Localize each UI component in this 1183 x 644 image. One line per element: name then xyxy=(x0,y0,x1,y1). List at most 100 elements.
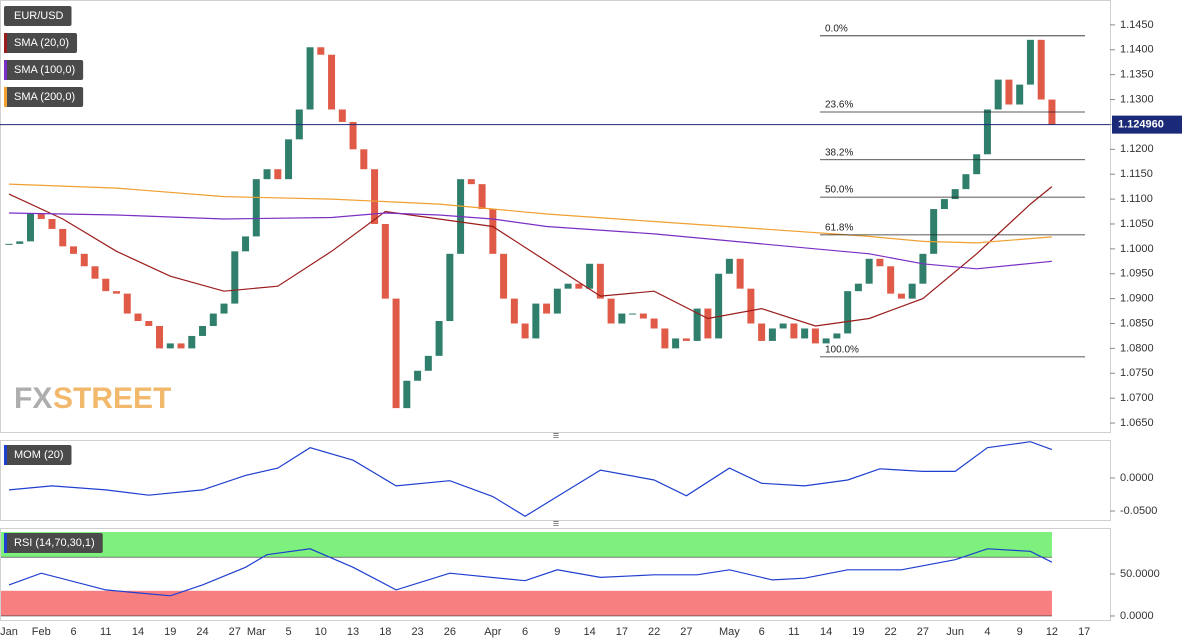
candle xyxy=(844,291,852,334)
candle xyxy=(586,263,594,289)
candle xyxy=(736,258,744,289)
candle xyxy=(209,313,217,326)
x-tick-label: 6 xyxy=(522,626,528,638)
splitter: ≡ xyxy=(553,518,559,530)
candle xyxy=(672,338,680,349)
candle xyxy=(639,313,647,319)
fib-label: 0.0% xyxy=(825,23,848,34)
candle xyxy=(1005,79,1013,105)
candle xyxy=(575,283,583,289)
candle xyxy=(876,258,884,267)
legend-box xyxy=(4,6,72,26)
x-tick-label: 24 xyxy=(196,626,208,638)
x-tick-label: 13 xyxy=(347,626,359,638)
candle xyxy=(747,288,755,324)
fib-label: 61.8% xyxy=(825,223,853,234)
x-tick-label: Jun xyxy=(946,626,964,638)
legend-box xyxy=(4,33,78,53)
panel-frame xyxy=(0,0,1111,433)
candle xyxy=(973,154,981,175)
candle xyxy=(156,325,164,349)
last-price-box xyxy=(1112,115,1182,134)
legend-label: RSI (14,70,30,1) xyxy=(14,537,95,549)
y-tick-label: 1.1400 xyxy=(1120,44,1154,56)
x-tick-label: 22 xyxy=(885,626,897,638)
candle xyxy=(446,253,454,322)
candle xyxy=(618,313,626,324)
candle xyxy=(16,241,24,244)
candle xyxy=(27,214,35,242)
candle xyxy=(510,298,518,324)
fib-label: 23.6% xyxy=(825,100,853,111)
candle xyxy=(908,283,916,299)
candle xyxy=(1026,39,1034,85)
candle xyxy=(919,253,927,284)
band xyxy=(0,590,1052,616)
candle xyxy=(865,258,873,284)
y-tick-label: 1.1000 xyxy=(1120,243,1154,255)
candle xyxy=(134,313,142,322)
x-tick-label: Mar xyxy=(247,626,266,638)
candle xyxy=(317,47,325,55)
legend-swatch xyxy=(4,87,7,107)
splitter: ≡ xyxy=(553,430,559,442)
candle xyxy=(70,246,78,254)
fib-label: 100.0% xyxy=(825,344,859,355)
y-tick-label: 0.0000 xyxy=(1120,610,1154,622)
candle xyxy=(91,266,99,279)
legend-label: EUR/USD xyxy=(14,10,64,22)
x-tick-label: 26 xyxy=(444,626,456,638)
y-tick-label: 0.0000 xyxy=(1120,472,1154,484)
x-tick-label: 19 xyxy=(164,626,176,638)
y-tick-label: 1.0950 xyxy=(1120,268,1154,280)
candle xyxy=(328,54,336,110)
x-tick-label: 17 xyxy=(616,626,628,638)
x-tick-label: 5 xyxy=(285,626,291,638)
last-price-label: 1.124960 xyxy=(1118,119,1164,131)
candle xyxy=(489,209,497,254)
candle xyxy=(467,179,475,185)
y-tick-label: 1.1050 xyxy=(1120,218,1154,230)
candle xyxy=(80,253,88,267)
candle xyxy=(897,293,905,299)
fib-label: 50.0% xyxy=(825,185,853,196)
x-tick-label: 22 xyxy=(648,626,660,638)
candle xyxy=(166,343,174,349)
candle xyxy=(500,253,508,299)
x-tick-label: Apr xyxy=(484,626,501,638)
candle xyxy=(768,328,776,341)
y-tick-label: 50.0000 xyxy=(1120,568,1160,580)
candle xyxy=(543,303,551,314)
candle xyxy=(779,323,787,329)
candle xyxy=(1037,39,1045,100)
series-line xyxy=(8,548,1053,597)
brand-street: STREET xyxy=(53,382,171,415)
y-tick-label: 1.0650 xyxy=(1120,417,1154,429)
candle xyxy=(424,355,432,371)
candle xyxy=(833,333,841,339)
x-tick-label: 6 xyxy=(70,626,76,638)
candle xyxy=(478,184,486,210)
candle xyxy=(263,169,271,180)
candle xyxy=(704,308,712,339)
fib-label: 38.2% xyxy=(825,147,853,158)
x-tick-label: 12 xyxy=(1046,626,1058,638)
y-tick-label: 1.0800 xyxy=(1120,342,1154,354)
candle xyxy=(940,199,948,210)
candle xyxy=(403,380,411,409)
legend-swatch xyxy=(4,33,7,53)
candle xyxy=(338,109,346,122)
candle xyxy=(371,169,379,224)
candle xyxy=(822,338,830,344)
series-line xyxy=(8,183,1052,244)
x-tick-label: May xyxy=(719,626,740,638)
candle xyxy=(930,209,938,254)
legend-swatch xyxy=(4,60,7,80)
candle xyxy=(693,308,701,341)
y-tick-label: 1.1200 xyxy=(1120,143,1154,155)
legend-box xyxy=(4,533,103,553)
candle xyxy=(521,323,529,339)
x-tick-label: 27 xyxy=(229,626,241,638)
